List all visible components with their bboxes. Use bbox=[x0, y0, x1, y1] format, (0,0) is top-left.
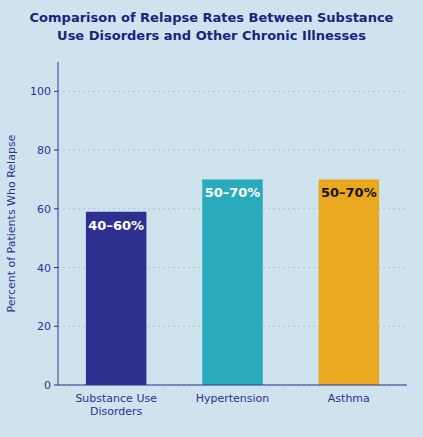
x-tick-label-line: Asthma bbox=[328, 392, 370, 405]
grid-line bbox=[58, 385, 407, 386]
y-tick-label: 0 bbox=[44, 379, 51, 392]
title: Comparison of Relapse Rates Between Subs… bbox=[30, 10, 394, 43]
bar bbox=[202, 179, 262, 385]
title-line: Use Disorders and Other Chronic Illnesse… bbox=[57, 28, 366, 43]
grid bbox=[58, 91, 407, 385]
data-label: 40–60% bbox=[88, 218, 144, 233]
y-axis-line bbox=[58, 62, 59, 385]
data-label: 50–70% bbox=[205, 185, 261, 200]
bars bbox=[86, 179, 379, 385]
bar bbox=[319, 179, 379, 385]
x-tick-label: Hypertension bbox=[196, 392, 270, 405]
y-tick bbox=[54, 91, 58, 92]
y-tick bbox=[54, 385, 58, 386]
y-tick bbox=[54, 208, 58, 209]
y-axis-label: Percent of Patients Who Relapse bbox=[5, 134, 18, 312]
y-tick-label: 40 bbox=[37, 262, 51, 275]
y-tick-label: 20 bbox=[37, 320, 51, 333]
x-tick-label: Substance UseDisorders bbox=[75, 392, 157, 418]
y-tick bbox=[54, 150, 58, 151]
title-line: Comparison of Relapse Rates Between Subs… bbox=[30, 10, 394, 25]
y-tick-label: 80 bbox=[37, 144, 51, 157]
x-tick-label: Asthma bbox=[328, 392, 370, 405]
x-tick-label-line: Disorders bbox=[90, 405, 143, 418]
y-tick-label: 60 bbox=[37, 203, 51, 216]
chart-container: Comparison of Relapse Rates Between Subs… bbox=[0, 0, 423, 437]
grid-line bbox=[58, 150, 407, 151]
x-tick-label-line: Substance Use bbox=[75, 392, 157, 405]
y-tick bbox=[54, 326, 58, 327]
chart-svg: Comparison of Relapse Rates Between Subs… bbox=[0, 0, 423, 437]
bar bbox=[86, 212, 146, 385]
y-tick-label: 100 bbox=[30, 85, 51, 98]
data-label: 50–70% bbox=[321, 185, 377, 200]
x-axis-line bbox=[58, 385, 407, 386]
x-tick-label-line: Hypertension bbox=[196, 392, 270, 405]
y-tick bbox=[54, 267, 58, 268]
grid-line bbox=[58, 91, 407, 92]
